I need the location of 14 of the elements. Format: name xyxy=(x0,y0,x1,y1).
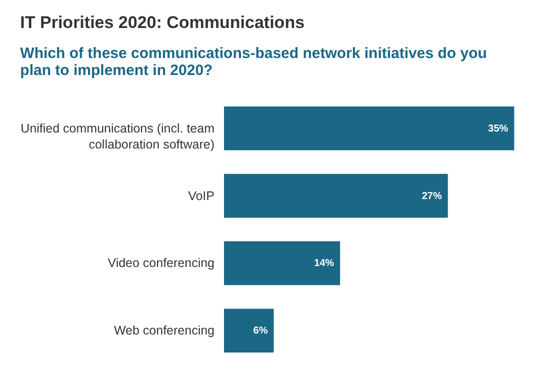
data-label: 27% xyxy=(422,190,442,202)
data-label: 6% xyxy=(253,326,268,337)
bar xyxy=(224,308,274,353)
bar xyxy=(224,174,448,218)
bar xyxy=(224,241,340,286)
y-tick-label: VoIP xyxy=(188,188,214,203)
chart-subtitle: Which of these communications-based network initiatives do you plan to implement in 2020? xyxy=(20,45,487,79)
y-tick-label: Video conferencing xyxy=(108,256,215,270)
chart-title: IT Priorities 2020: Communications xyxy=(20,13,305,32)
y-tick-label: Unified communications (incl. team collaboration software) xyxy=(20,121,214,152)
y-tick-label: Web conferencing xyxy=(114,324,215,338)
data-label: 14% xyxy=(314,258,334,270)
bar xyxy=(224,106,514,150)
data-label: 35% xyxy=(488,123,508,134)
